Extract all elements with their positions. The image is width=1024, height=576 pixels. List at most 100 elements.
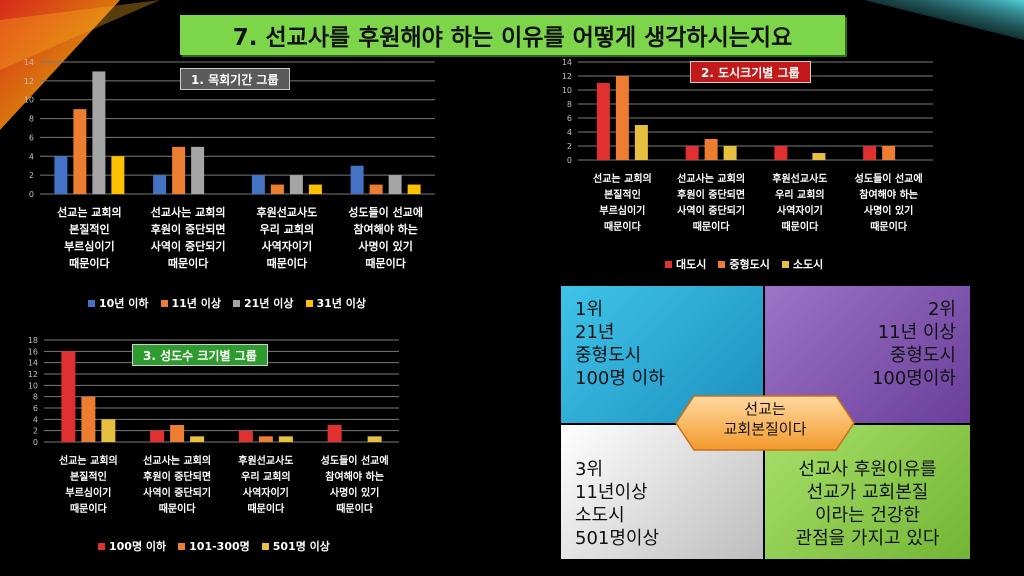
bar — [615, 76, 629, 160]
legend-swatch — [718, 260, 726, 268]
category-label: 후원선교사도 우리 교회의 사역자이기 때문이다 — [257, 205, 318, 270]
chart2-tag: 2. 도시크기별 그룹 — [690, 61, 811, 83]
y-tick-label: 0 — [33, 438, 38, 447]
period-label: 11년 이상 — [877, 322, 956, 343]
legend-label: 101-300명 — [189, 540, 250, 553]
bar — [61, 351, 76, 442]
bar — [150, 430, 165, 442]
legend-item: 501명 이상 — [261, 538, 330, 554]
bar — [81, 396, 96, 442]
y-tick-label: 16 — [28, 347, 38, 356]
legend-swatch — [261, 542, 269, 550]
chart-pastoral-period: 0 2 4 6 8 10 12 14 선교는 교회의 본질적인 부르심이기 때문이다 선교사는 교회의 후… — [24, 58, 435, 270]
rank-label: 3위 — [575, 459, 604, 480]
y-tick-label: 12 — [24, 77, 34, 86]
bar — [723, 146, 737, 160]
legend-label: 대도시 — [676, 258, 707, 271]
legend-label: 소도시 — [792, 258, 824, 271]
y-tick-label: 18 — [28, 336, 38, 345]
conclusion-line: 관점을 가지고 있다 — [795, 528, 940, 549]
category-label: 선교사는 교회의 후원이 중단되면 사역이 중단되기 때문이다 — [677, 172, 745, 233]
bar — [190, 436, 205, 442]
center-hexagon — [675, 395, 855, 451]
center-text: 선교는 교회본질이다 — [674, 399, 856, 439]
bar — [634, 125, 648, 160]
legend-swatch — [665, 260, 672, 268]
bar — [685, 146, 699, 160]
legend-swatch — [88, 299, 95, 307]
category-label: 후원선교사도 우리 교회의 사역자이기 때문이다 — [772, 172, 827, 233]
category-label: 선교사는 교회의 후원이 중단되면 사역이 중단되기 때문이다 — [151, 205, 226, 270]
legend-item: 11년 이상 — [160, 295, 222, 311]
decorative-teal-band — [864, 0, 1024, 40]
chart1-tag: 1. 목회기간 그룹 — [180, 68, 290, 90]
center-line: 선교는 — [744, 400, 786, 418]
bar — [251, 175, 265, 194]
legend-label: 21년 이상 — [244, 297, 294, 310]
legend-swatch — [233, 299, 240, 307]
y-tick-label: 8 — [29, 115, 34, 124]
category-label: 선교는 교회의 본질적인 부르심이기 때문이다 — [57, 205, 122, 270]
period-label: 11년이상 — [575, 482, 648, 503]
slide-title: 7. 선교사를 후원해야 하는 이유를 어떻게 생각하시는지요 — [180, 15, 845, 55]
bar — [367, 436, 382, 442]
legend-swatch — [160, 299, 168, 307]
rank-label: 2위 — [927, 299, 956, 320]
members-label: 501명이상 — [575, 528, 660, 549]
bar — [774, 146, 788, 160]
city-label: 중형도시 — [575, 345, 642, 366]
legend-item: 101-300명 — [178, 538, 250, 554]
members-label: 100명 이하 — [575, 368, 665, 389]
y-tick-label: 10 — [562, 86, 572, 95]
bar — [278, 436, 293, 442]
bar — [369, 184, 383, 194]
bar — [882, 146, 896, 160]
quadrant-first-text: 1위 21년 중형도시 100명 이하 — [575, 298, 665, 390]
bar — [407, 184, 421, 194]
y-tick-label: 6 — [29, 133, 34, 142]
legend-label: 11년 이상 — [171, 297, 222, 310]
bar — [350, 165, 364, 194]
bar — [327, 425, 342, 442]
bar — [258, 436, 273, 442]
bar — [238, 430, 253, 442]
legend-swatch — [178, 542, 186, 550]
legend-label: 중형도시 — [729, 258, 770, 271]
y-tick-label: 0 — [567, 156, 572, 165]
summary-quadrant: 1위 21년 중형도시 100명 이하 2위 11년 이상 중형도시 100명이… — [561, 286, 970, 559]
legend-item: 31년 이상 — [305, 295, 366, 311]
y-tick-label: 2 — [33, 427, 38, 436]
bar — [388, 175, 402, 194]
members-label: 100명이하 — [871, 368, 956, 389]
y-tick-label: 10 — [24, 96, 34, 105]
y-tick-label: 12 — [28, 370, 38, 379]
bar — [270, 184, 284, 194]
y-tick-label: 4 — [29, 152, 34, 161]
category-label: 성도들이 선교에 참여해야 하는 사명이 있기 때문이다 — [855, 172, 923, 233]
decorative-streaks — [0, 0, 160, 130]
y-tick-label: 14 — [562, 58, 572, 67]
legend-label: 100명 이하 — [109, 540, 167, 553]
quadrant-third-text: 3위 11년이상 소도시 501명이상 — [575, 458, 659, 550]
chart3-tag: 3. 성도수 크기별 그룹 — [132, 344, 268, 366]
bar — [812, 153, 826, 160]
y-tick-label: 14 — [24, 58, 34, 67]
conclusion-line: 이라는 건강한 — [814, 505, 921, 526]
bar — [101, 419, 116, 442]
period-label: 21년 — [575, 322, 615, 343]
city-label: 중형도시 — [889, 345, 956, 366]
y-tick-label: 2 — [29, 171, 34, 180]
chart2-legend: 대도시 중형도시 소도시 — [665, 256, 823, 272]
y-tick-label: 14 — [28, 359, 38, 368]
legend-item: 100명 이하 — [98, 538, 166, 554]
bar — [308, 184, 322, 194]
y-tick-label: 6 — [33, 404, 38, 413]
bar — [191, 146, 205, 194]
y-tick-label: 4 — [567, 128, 572, 137]
bar — [170, 425, 185, 442]
legend-swatch — [98, 542, 105, 550]
bar — [111, 156, 125, 194]
conclusion-line: 선교가 교회본질 — [806, 482, 929, 503]
category-label: 선교는 교회의 본질적인 부르심이기 때문이다 — [59, 454, 118, 515]
chart-city-size: 0 2 4 6 8 10 12 14 선교는 교회의 본질적인 부르심이기 때문이다 선교사는 교회의 후… — [562, 58, 933, 233]
